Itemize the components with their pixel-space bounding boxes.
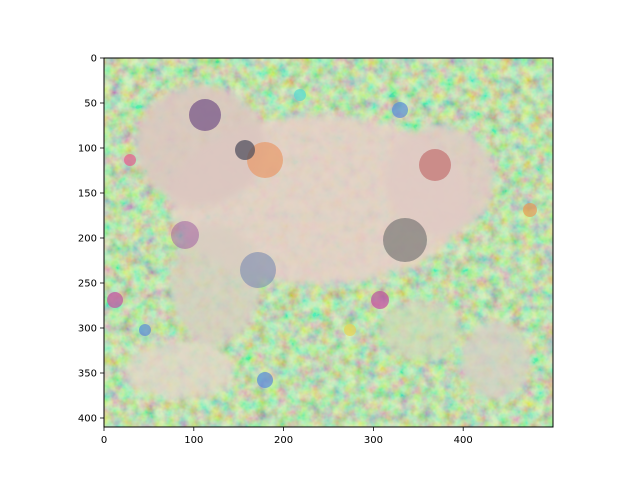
x-tick-label: 300 [364,435,383,446]
x-tick-label: 0 [101,435,107,446]
x-axis: 0 100 200 300 400 [101,427,473,446]
y-tick-label: 200 [78,234,97,245]
y-tick-label: 0 [91,54,97,65]
plot-frame [103,57,554,428]
y-tick-label: 50 [84,99,97,110]
y-tick-label: 150 [78,189,97,200]
y-tick-label: 400 [78,414,97,425]
x-tick-label: 200 [274,435,293,446]
y-tick-label: 250 [78,279,97,290]
y-axis: 0 50 100 150 200 250 300 350 400 [78,54,104,425]
color-speckles [107,89,537,388]
y-tick-label: 300 [78,324,97,335]
y-tick-label: 350 [78,369,97,380]
x-tick-label: 100 [184,435,203,446]
heatmap-image [104,58,553,427]
eye-spots [171,99,451,288]
y-tick-label: 100 [78,144,97,155]
x-tick-label: 400 [454,435,473,446]
